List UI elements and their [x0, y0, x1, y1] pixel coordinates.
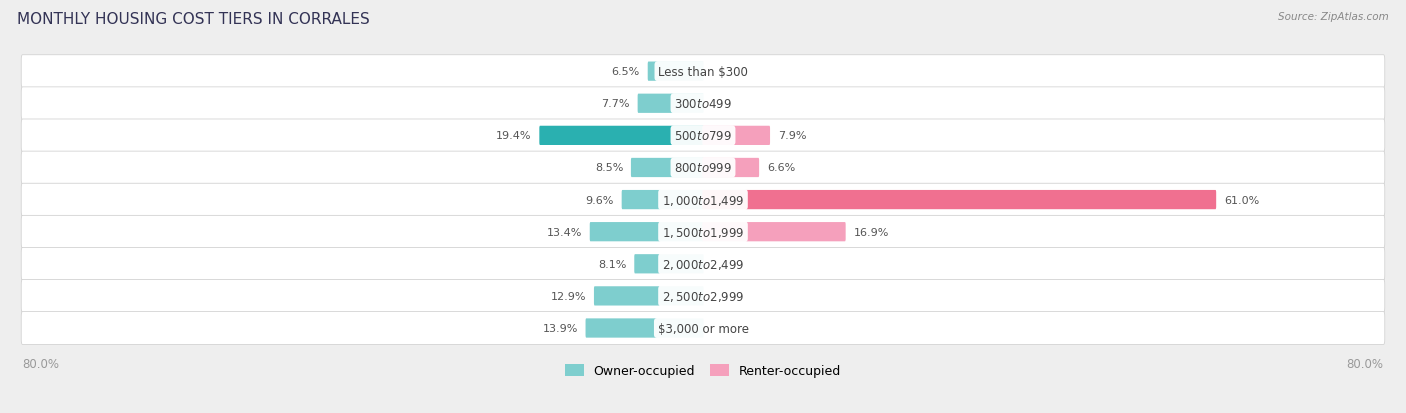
- Text: 6.6%: 6.6%: [766, 163, 796, 173]
- FancyBboxPatch shape: [703, 190, 1216, 210]
- FancyBboxPatch shape: [638, 95, 703, 114]
- Text: $2,500 to $2,999: $2,500 to $2,999: [662, 289, 744, 303]
- FancyBboxPatch shape: [585, 318, 703, 338]
- FancyBboxPatch shape: [621, 190, 703, 210]
- FancyBboxPatch shape: [21, 56, 1385, 88]
- Text: 16.9%: 16.9%: [853, 227, 889, 237]
- Text: $1,500 to $1,999: $1,500 to $1,999: [662, 225, 744, 239]
- FancyBboxPatch shape: [21, 248, 1385, 280]
- Text: MONTHLY HOUSING COST TIERS IN CORRALES: MONTHLY HOUSING COST TIERS IN CORRALES: [17, 12, 370, 27]
- Text: 8.1%: 8.1%: [598, 259, 627, 269]
- FancyBboxPatch shape: [540, 126, 703, 146]
- FancyBboxPatch shape: [21, 280, 1385, 313]
- Text: 9.6%: 9.6%: [585, 195, 614, 205]
- Text: 6.5%: 6.5%: [612, 67, 640, 77]
- Text: $3,000 or more: $3,000 or more: [658, 322, 748, 335]
- FancyBboxPatch shape: [589, 223, 703, 242]
- Text: 80.0%: 80.0%: [22, 357, 59, 370]
- FancyBboxPatch shape: [21, 184, 1385, 216]
- Text: 13.9%: 13.9%: [543, 323, 578, 333]
- Text: Source: ZipAtlas.com: Source: ZipAtlas.com: [1278, 12, 1389, 22]
- FancyBboxPatch shape: [21, 152, 1385, 184]
- Text: $300 to $499: $300 to $499: [673, 97, 733, 111]
- Text: 19.4%: 19.4%: [496, 131, 531, 141]
- FancyBboxPatch shape: [703, 223, 845, 242]
- Text: 8.5%: 8.5%: [595, 163, 623, 173]
- Text: 12.9%: 12.9%: [551, 291, 586, 301]
- Text: Less than $300: Less than $300: [658, 66, 748, 78]
- Text: $2,000 to $2,499: $2,000 to $2,499: [662, 257, 744, 271]
- FancyBboxPatch shape: [21, 88, 1385, 120]
- Legend: Owner-occupied, Renter-occupied: Owner-occupied, Renter-occupied: [560, 359, 846, 382]
- FancyBboxPatch shape: [21, 216, 1385, 249]
- FancyBboxPatch shape: [634, 254, 703, 274]
- FancyBboxPatch shape: [593, 287, 703, 306]
- FancyBboxPatch shape: [631, 159, 703, 178]
- Text: 7.7%: 7.7%: [602, 99, 630, 109]
- Text: 13.4%: 13.4%: [547, 227, 582, 237]
- Text: 80.0%: 80.0%: [1347, 357, 1384, 370]
- FancyBboxPatch shape: [21, 120, 1385, 152]
- Text: $500 to $799: $500 to $799: [673, 130, 733, 142]
- FancyBboxPatch shape: [21, 312, 1385, 344]
- Text: $1,000 to $1,499: $1,000 to $1,499: [662, 193, 744, 207]
- Text: 61.0%: 61.0%: [1223, 195, 1260, 205]
- FancyBboxPatch shape: [703, 159, 759, 178]
- Text: $800 to $999: $800 to $999: [673, 161, 733, 175]
- FancyBboxPatch shape: [703, 126, 770, 146]
- Text: 7.9%: 7.9%: [778, 131, 806, 141]
- FancyBboxPatch shape: [648, 62, 703, 82]
